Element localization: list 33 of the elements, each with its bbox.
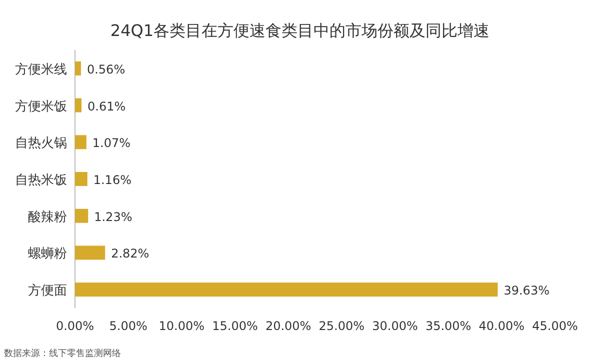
y-tick-label: 螺蛳粉 <box>28 246 67 262</box>
bar <box>75 282 498 297</box>
data-label: 0.56% <box>86 62 126 76</box>
bar <box>75 172 88 186</box>
x-tick-label: 15.00% <box>212 319 258 333</box>
y-tick-label: 自热火锅 <box>15 136 67 152</box>
chart-title: 24Q1各类目在方便速食类目中的市场份额及同比增速 <box>110 21 490 40</box>
data-label: 0.61% <box>88 99 126 114</box>
y-tick-label: 方便面 <box>28 282 67 299</box>
bar <box>75 135 86 150</box>
source-note: 数据来源：线下零售监测网络 <box>4 348 121 359</box>
x-tick-label: 5.00% <box>109 319 148 333</box>
y-tick-label: 酸辣粉 <box>28 210 67 225</box>
bar <box>75 61 81 76</box>
data-label: 2.82% <box>111 246 150 261</box>
y-tick-label: 自热米饭 <box>15 173 67 188</box>
data-label: 1.07% <box>92 136 131 150</box>
y-tick-label: 方便米线 <box>15 61 67 78</box>
x-tick-label: 30.00% <box>372 319 418 333</box>
x-tick-label: 10.00% <box>158 319 205 333</box>
bar <box>75 98 82 112</box>
x-tick-label: 0.00% <box>56 319 94 333</box>
bar <box>75 208 88 223</box>
bar <box>75 246 106 260</box>
y-tick-label: 方便米饭 <box>15 98 67 114</box>
data-label: 1.16% <box>93 173 132 187</box>
x-tick-label: 25.00% <box>318 319 365 333</box>
x-tick-label: 20.00% <box>265 319 312 333</box>
x-tick-label: 45.00% <box>532 319 578 333</box>
data-label: 1.23% <box>94 210 132 224</box>
data-label: 39.63% <box>504 284 550 298</box>
x-tick-label: 35.00% <box>425 319 472 333</box>
x-tick-label: 40.00% <box>478 319 525 333</box>
